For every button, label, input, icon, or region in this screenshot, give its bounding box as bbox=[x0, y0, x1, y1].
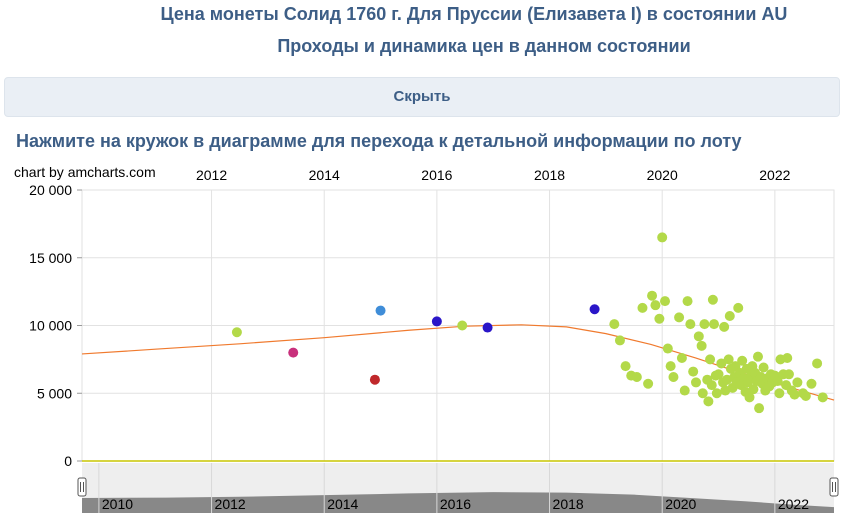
data-point[interactable] bbox=[631, 371, 642, 382]
click-hint-text: Нажмите на кружок в диаграмме для перехо… bbox=[16, 131, 742, 151]
handle-body[interactable] bbox=[77, 477, 87, 497]
x-tick-label: 2014 bbox=[309, 167, 340, 183]
y-tick-label: 10 000 bbox=[29, 318, 72, 334]
data-point[interactable] bbox=[713, 369, 724, 380]
data-point[interactable] bbox=[772, 376, 783, 387]
data-point[interactable] bbox=[690, 377, 701, 388]
data-points[interactable] bbox=[231, 232, 828, 414]
scrollbar-tick-label: 2018 bbox=[553, 496, 584, 512]
data-point[interactable] bbox=[733, 302, 744, 313]
data-point[interactable] bbox=[744, 392, 755, 403]
data-point[interactable] bbox=[688, 366, 699, 377]
data-point[interactable] bbox=[662, 343, 673, 354]
data-point[interactable] bbox=[369, 374, 380, 385]
data-point[interactable] bbox=[682, 296, 693, 307]
data-point[interactable] bbox=[705, 354, 716, 365]
data-point[interactable] bbox=[660, 296, 671, 307]
data-point[interactable] bbox=[231, 327, 242, 338]
data-point[interactable] bbox=[650, 300, 661, 311]
data-point[interactable] bbox=[783, 369, 794, 380]
data-point[interactable] bbox=[737, 355, 748, 366]
data-point[interactable] bbox=[800, 390, 811, 401]
data-point[interactable] bbox=[711, 388, 722, 399]
data-point[interactable] bbox=[674, 312, 685, 323]
data-point[interactable] bbox=[782, 353, 793, 364]
hide-button[interactable]: Скрыть bbox=[4, 77, 840, 117]
x-tick-label: 2012 bbox=[196, 167, 227, 183]
chart-credit-link[interactable]: chart by amcharts.com bbox=[14, 164, 156, 180]
scrollbar-handle-left[interactable] bbox=[77, 477, 87, 497]
scrollbar-tick-label: 2012 bbox=[215, 496, 246, 512]
y-tick-label: 15 000 bbox=[29, 250, 72, 266]
data-point[interactable] bbox=[643, 378, 654, 389]
data-point[interactable] bbox=[654, 313, 665, 324]
data-point[interactable] bbox=[752, 351, 763, 362]
data-point[interactable] bbox=[789, 389, 800, 400]
data-point[interactable] bbox=[696, 340, 707, 351]
x-tick-label: 2018 bbox=[534, 167, 565, 183]
data-point[interactable] bbox=[806, 378, 817, 389]
data-point[interactable] bbox=[614, 335, 625, 346]
data-point[interactable] bbox=[609, 319, 620, 330]
data-point[interactable] bbox=[693, 331, 704, 342]
data-point[interactable] bbox=[754, 403, 765, 414]
x-tick-label: 2020 bbox=[647, 167, 678, 183]
data-point[interactable] bbox=[792, 377, 803, 388]
data-point[interactable] bbox=[637, 302, 648, 313]
data-point[interactable] bbox=[676, 353, 687, 364]
data-point[interactable] bbox=[288, 347, 299, 358]
y-tick-label: 20 000 bbox=[29, 182, 72, 198]
data-point[interactable] bbox=[719, 321, 730, 332]
y-tick-label: 0 bbox=[64, 453, 72, 469]
data-point[interactable] bbox=[668, 371, 679, 382]
y-axis: 0 5 000 10 000 15 000 20 000 bbox=[29, 182, 82, 469]
scrollbar-tick-label: 2020 bbox=[665, 496, 696, 512]
data-point[interactable] bbox=[620, 361, 631, 372]
handle-body[interactable] bbox=[829, 477, 839, 497]
scrollbar-tick-label: 2016 bbox=[440, 496, 471, 512]
data-point[interactable] bbox=[812, 358, 823, 369]
data-point[interactable] bbox=[685, 319, 696, 330]
scrollbar-profile bbox=[82, 492, 834, 513]
scrollbar-tick-label: 2010 bbox=[102, 496, 133, 512]
x-tick-label: 2022 bbox=[759, 167, 790, 183]
data-point[interactable] bbox=[707, 294, 718, 305]
y-tick-label: 5 000 bbox=[37, 385, 72, 401]
data-point[interactable] bbox=[679, 385, 690, 396]
data-point[interactable] bbox=[375, 305, 386, 316]
x-tick-label: 2016 bbox=[421, 167, 452, 183]
data-point[interactable] bbox=[748, 384, 759, 395]
data-point[interactable] bbox=[647, 290, 658, 301]
data-point[interactable] bbox=[457, 320, 468, 331]
scrollbar-tick-label: 2014 bbox=[327, 496, 358, 512]
data-point[interactable] bbox=[657, 232, 668, 243]
scrollbar-tick-label: 2022 bbox=[778, 496, 809, 512]
data-point[interactable] bbox=[817, 392, 828, 403]
data-point[interactable] bbox=[431, 316, 442, 327]
data-point[interactable] bbox=[589, 304, 600, 315]
x-axis-top: 2012 2014 2016 2018 2020 2022 bbox=[196, 167, 791, 183]
data-point[interactable] bbox=[709, 319, 720, 330]
data-point[interactable] bbox=[703, 396, 714, 407]
data-point[interactable] bbox=[723, 354, 734, 365]
data-point[interactable] bbox=[665, 361, 676, 372]
page-subtitle: Проходы и динамика цен в данном состояни… bbox=[277, 36, 691, 56]
data-point[interactable] bbox=[697, 388, 708, 399]
chart-scrollbar[interactable]: 2010 2012 2014 2016 2018 2020 2022 bbox=[77, 463, 839, 513]
page-title: Цена монеты Солид 1760 г. Для Пруссии (Е… bbox=[160, 4, 788, 24]
data-point[interactable] bbox=[716, 358, 727, 369]
data-point[interactable] bbox=[699, 319, 710, 330]
scrollbar-handle-right[interactable] bbox=[829, 477, 839, 497]
data-point[interactable] bbox=[482, 322, 493, 333]
data-point[interactable] bbox=[758, 362, 769, 373]
data-point[interactable] bbox=[706, 380, 717, 391]
data-point[interactable] bbox=[774, 388, 785, 399]
data-point[interactable] bbox=[724, 311, 735, 322]
